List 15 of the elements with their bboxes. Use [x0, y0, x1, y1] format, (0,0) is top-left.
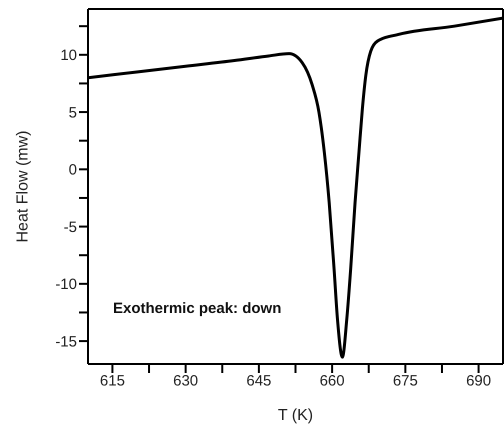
- annotation: Exothermic peak: down: [113, 300, 282, 317]
- x-tick-label: 615: [100, 372, 125, 390]
- y-axis-title: Heat Flow (mw): [14, 130, 32, 243]
- y-tick-label: 5: [68, 104, 77, 122]
- x-tick-label: 675: [392, 372, 418, 390]
- x-tick-label: 660: [320, 372, 345, 390]
- x-tick-label: 690: [466, 372, 492, 390]
- y-tick-label: -5: [64, 218, 77, 236]
- y-tick-label: -15: [55, 333, 77, 350]
- y-tick-label: -10: [55, 276, 77, 294]
- x-tick-label: 630: [173, 372, 198, 390]
- x-tick-label: 645: [246, 372, 272, 390]
- y-tick-label: 10: [60, 47, 77, 64]
- x-axis-title: T (K): [278, 407, 314, 424]
- y-tick-label: 0: [68, 162, 77, 179]
